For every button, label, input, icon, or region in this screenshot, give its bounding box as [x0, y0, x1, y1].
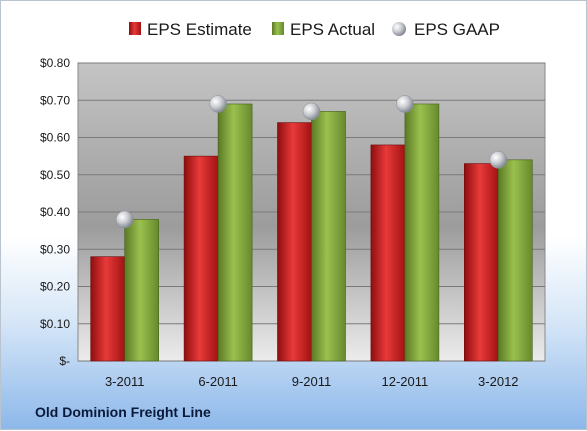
x-category-label: 3-2011 — [105, 374, 145, 389]
bar-eps-estimate — [370, 144, 406, 362]
bar-eps-actual — [497, 159, 533, 362]
legend: EPS Estimate EPS Actual EPS GAAP — [129, 20, 500, 39]
legend-label-gaap: EPS GAAP — [414, 20, 500, 39]
legend-label-actual: EPS Actual — [290, 20, 375, 39]
y-tick-label: $0.20 — [40, 280, 70, 294]
y-tick-label: $0.60 — [40, 131, 70, 145]
marker-eps-gaap — [209, 95, 227, 113]
legend-swatch-actual — [272, 22, 284, 35]
bar-eps-actual — [217, 103, 253, 362]
legend-swatch-estimate — [129, 22, 141, 35]
bar-eps-estimate — [183, 155, 219, 362]
y-axis-ticks: $- $0.10 $0.20 $0.30 $0.40 $0.50 $0.60 $0.70 $0.… — [40, 56, 70, 368]
bar-eps-estimate — [463, 163, 499, 362]
bar-eps-estimate — [277, 122, 312, 362]
x-category-label: 3-2012 — [478, 374, 518, 389]
y-tick-label: $0.50 — [40, 168, 70, 182]
x-category-label: 9-2011 — [292, 374, 332, 389]
y-tick-label: $0.10 — [40, 317, 70, 331]
bar-eps-actual — [124, 219, 159, 362]
x-category-label: 12-2011 — [382, 374, 429, 389]
y-tick-label: $0.30 — [40, 242, 70, 256]
y-tick-label: $0.80 — [40, 56, 70, 70]
gaap-markers — [115, 95, 508, 229]
company-name: Old Dominion Freight Line — [35, 404, 211, 420]
bar-eps-estimate — [90, 256, 125, 362]
bars — [90, 103, 533, 362]
y-tick-label: $- — [59, 354, 70, 368]
bar-eps-actual — [311, 111, 346, 362]
legend-label-estimate: EPS Estimate — [147, 20, 252, 39]
bar-eps-actual — [404, 103, 440, 362]
y-tick-label: $0.40 — [40, 205, 70, 219]
legend-swatch-gaap — [392, 22, 406, 36]
marker-eps-gaap — [489, 151, 508, 169]
y-tick-label: $0.70 — [40, 93, 70, 107]
marker-eps-gaap — [302, 102, 321, 121]
marker-eps-gaap — [396, 95, 414, 113]
marker-eps-gaap — [115, 210, 134, 229]
x-axis-labels: 3-2011 6-2011 9-2011 12-2011 3-2012 — [105, 374, 519, 389]
x-category-label: 6-2011 — [198, 374, 238, 389]
